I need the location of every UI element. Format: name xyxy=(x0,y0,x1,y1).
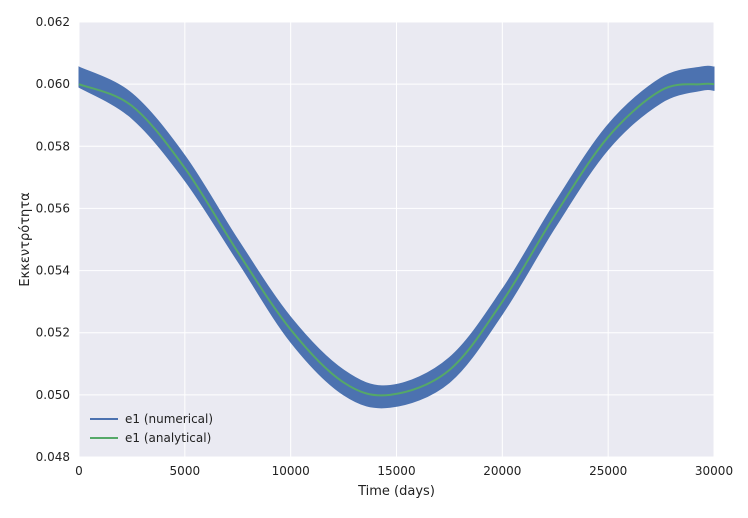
x-tick-label: 15000 xyxy=(377,464,415,478)
x-tick-label: 10000 xyxy=(272,464,310,478)
y-tick-label: 0.050 xyxy=(36,388,70,402)
series-analytical-line xyxy=(78,82,715,397)
x-axis-label: Time (days) xyxy=(357,484,435,499)
y-tick-label: 0.060 xyxy=(36,77,70,91)
y-axis-label: Εκκεντρότητα xyxy=(18,192,33,286)
y-tick-label: 0.056 xyxy=(36,201,70,215)
y-tick-label: 0.058 xyxy=(36,139,70,153)
series-layer xyxy=(78,65,715,409)
x-tick-label: 0 xyxy=(75,464,83,478)
series-numerical-band xyxy=(78,65,715,409)
y-tick-label: 0.054 xyxy=(36,264,70,278)
y-tick-label: 0.062 xyxy=(36,15,70,29)
x-tick-label: 30000 xyxy=(695,464,733,478)
x-tick-label: 5000 xyxy=(170,464,201,478)
grid-lines xyxy=(78,21,715,458)
y-tick-label: 0.048 xyxy=(36,450,70,464)
legend-label-analytical: e1 (analytical) xyxy=(125,431,211,445)
x-tick-label: 25000 xyxy=(589,464,627,478)
x-tick-label: 20000 xyxy=(483,464,521,478)
y-tick-labels: 0.048 0.050 0.052 0.054 0.056 0.058 0.060 0.062 xyxy=(36,15,70,464)
x-tick-labels: 0 5000 10000 15000 20000 25000 30000 xyxy=(75,464,733,478)
y-tick-label: 0.052 xyxy=(36,326,70,340)
legend: e1 (numerical) e1 (analytical) xyxy=(90,412,213,445)
legend-label-numerical: e1 (numerical) xyxy=(125,412,213,426)
